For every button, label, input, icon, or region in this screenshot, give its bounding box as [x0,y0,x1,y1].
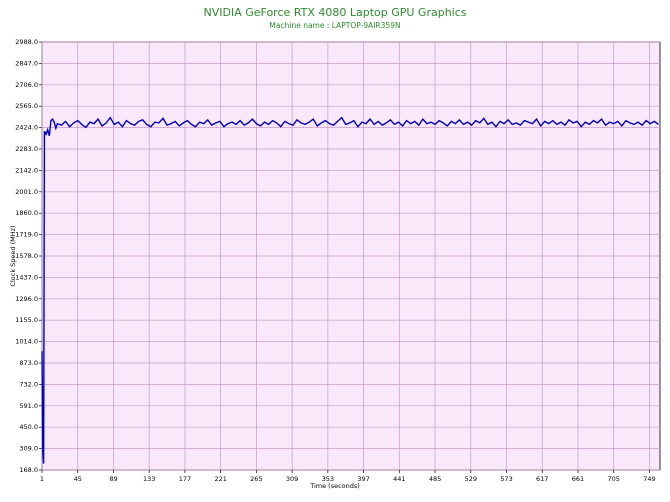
x-axis-label: Time (seconds) [309,482,360,490]
line [41,116,659,464]
y-tick-label: 1578.0 [15,252,38,260]
x-tick-label: 661 [572,475,584,483]
y-tick-label: 1155.0 [15,316,38,324]
y-tick-label: 1719.0 [15,231,38,239]
x-tick-label: 265 [250,475,262,483]
chart-subtitle: Machine name : LAPTOP-9AIR359N [269,21,400,30]
x-tick-label: 749 [643,475,655,483]
y-tick-label: 2565.0 [15,102,38,110]
x-tick-label: 309 [286,475,298,483]
y-tick-label: 309.0 [19,445,38,453]
y-tick-label: 450.0 [19,423,38,431]
y-tick-label: 873.0 [19,359,38,367]
y-tick-label: 732.0 [19,380,38,388]
x-tick-label: 177 [179,475,191,483]
x-tick-label: 397 [357,475,369,483]
y-tick-label: 2847.0 [15,59,38,67]
chart-title: NVIDIA GeForce RTX 4080 Laptop GPU Graph… [203,6,466,19]
y-tick-label: 1860.0 [15,209,38,217]
x-tick-label: 45 [74,475,82,483]
x-tick-label: 1 [40,475,44,483]
y-tick-label: 591.0 [19,402,38,410]
x-tick-label: 353 [322,475,334,483]
x-tick-label: 573 [500,475,512,483]
y-tick-label: 2706.0 [15,81,38,89]
x-tick-label: 441 [393,475,405,483]
y-tick-label: 2142.0 [15,166,38,174]
y-tick-label: 2283.0 [15,145,38,153]
y-tick-label: 1437.0 [15,273,38,281]
y-tick-label: 2988.0 [15,38,38,46]
x-tick-label: 485 [429,475,441,483]
y-tick-label: 2001.0 [15,188,38,196]
y-axis-label: Clock Speed (MHz) [9,225,17,286]
y-tick-label: 168.0 [19,466,38,474]
x-tick-label: 133 [143,475,155,483]
x-tick-label: 221 [214,475,226,483]
y-tick-label: 1296.0 [15,295,38,303]
y-tick-label: 2424.0 [15,124,38,132]
y-tick-label: 1014.0 [15,338,38,346]
x-tick-label: 705 [607,475,619,483]
x-tick-label: 617 [536,475,548,483]
x-tick-label: 529 [465,475,477,483]
x-tick-label: 89 [109,475,117,483]
